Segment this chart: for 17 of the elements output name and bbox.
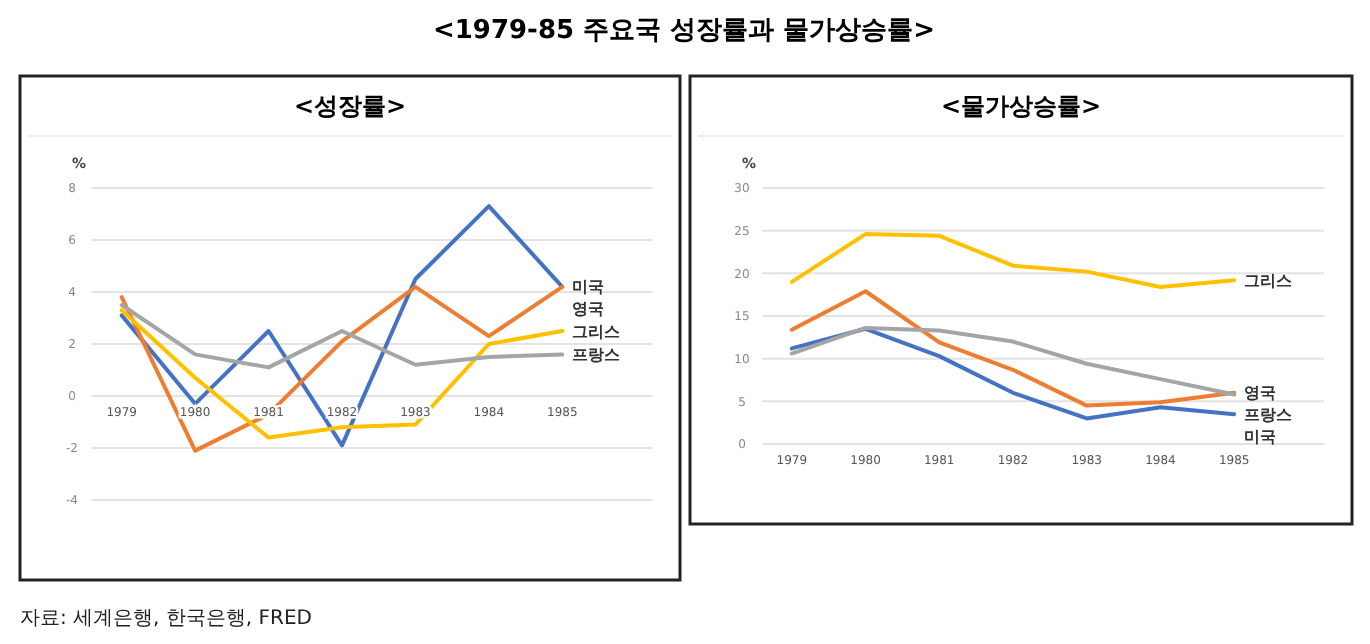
series-label: 영국 — [1244, 384, 1277, 403]
series-label: 미국 — [572, 278, 605, 297]
line-series — [789, 325, 1237, 397]
series-label: 프랑스 — [1244, 406, 1293, 425]
series-label: 미국 — [1244, 428, 1277, 447]
chart-title: <물가상승률> — [940, 92, 1102, 120]
series-label: 프랑스 — [572, 346, 621, 364]
chart-title: <성장률> — [293, 92, 407, 120]
series-label: 그리스 — [572, 322, 621, 341]
text: 자료: 세계은행, 한국은행, FRED — [20, 608, 313, 630]
series-label: 그리스 — [1244, 271, 1293, 290]
line-series — [789, 326, 1237, 421]
series-label: 영국 — [572, 300, 605, 319]
line-series — [789, 289, 1237, 408]
text: <1979-85 주요국 성장률과 물가상승률> — [432, 16, 936, 46]
line-series — [789, 232, 1237, 289]
line-series — [119, 303, 565, 370]
